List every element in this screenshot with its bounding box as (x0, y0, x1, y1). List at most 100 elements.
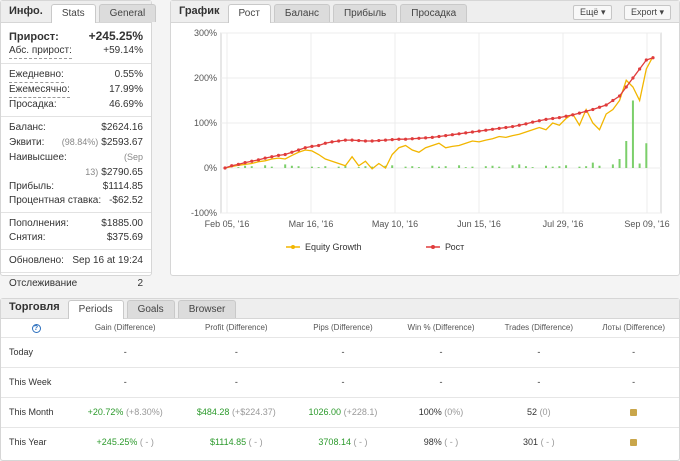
data-point (564, 114, 568, 118)
col-trades: Trades (Difference) (504, 323, 574, 333)
data-point (430, 135, 434, 139)
trades-value: 301 (523, 437, 539, 448)
tab-drawdown[interactable]: Просадка (400, 4, 468, 22)
cell-win: 100% (0%) (392, 396, 490, 427)
volume-bar (645, 143, 648, 168)
divider (1, 249, 151, 250)
volume-bar (237, 167, 240, 168)
win-diff: ( - ) (441, 437, 459, 448)
data-point (410, 137, 414, 141)
col-lots: Лоты (Difference) (602, 323, 666, 333)
highest-row: Наивысшее: (Sep 13) $2790.65 (1, 150, 151, 180)
cell-gain: - (71, 336, 180, 367)
y-tick-label: 300% (194, 28, 217, 38)
table-header-row: ? Gain (Difference) Profit (Difference) … (1, 319, 679, 337)
export-dropdown[interactable]: Export ▾ (624, 5, 672, 20)
tab-periods[interactable]: Periods (67, 300, 124, 319)
series-line-equity (224, 56, 654, 170)
data-point (303, 146, 307, 150)
tab-balance[interactable]: Баланс (273, 4, 330, 22)
x-tick-label: Jun 15, '16 (457, 219, 501, 229)
chart-tabbar: График Рост Баланс Прибыль Просадка (171, 1, 679, 23)
profit-diff: (+$224.37) (229, 407, 276, 417)
monthly-value: 17.99% (109, 84, 143, 95)
data-point (290, 150, 294, 154)
pips-value: - (341, 377, 345, 387)
volume-bar (484, 166, 487, 168)
cell-win: 98% ( - ) (392, 426, 490, 457)
tab-profit[interactable]: Прибыль (332, 4, 398, 22)
tab-browser[interactable]: Browser (177, 300, 237, 318)
data-point (624, 85, 628, 89)
data-point (510, 125, 515, 129)
deposits-row: Пополнения: $1885.00 (1, 217, 151, 231)
data-point (270, 155, 274, 159)
data-point (363, 139, 368, 143)
trading-panel: Торговля Periods Goals Browser ? Gain (D… (0, 298, 680, 461)
daily-label[interactable]: Ежедневно: (9, 68, 64, 83)
trades-diff: ( - ) (538, 437, 555, 448)
data-point (350, 138, 354, 142)
volume-bar (524, 166, 527, 168)
tab-general[interactable]: General (98, 4, 157, 22)
interest-row: Процентная ставка: -$62.52 (1, 194, 151, 208)
data-point (243, 161, 247, 165)
data-point (424, 136, 428, 140)
data-point (537, 119, 541, 123)
balance-value: $2624.16 (101, 122, 143, 133)
volume-bar (458, 165, 461, 168)
cell-gain: +20.72% (+8.30%) (71, 396, 180, 427)
gain-value: +20.72% (87, 407, 124, 417)
abs-gain-label[interactable]: Абс. прирост: (9, 44, 72, 59)
gain-value: - (123, 347, 127, 357)
volume-bar (270, 166, 273, 168)
tab-stats[interactable]: Stats (50, 4, 96, 23)
gain-diff: ( - ) (137, 437, 154, 448)
withdrawals-row: Снятия: $375.69 (1, 231, 151, 245)
data-point (230, 164, 234, 168)
cell-profit: - (179, 366, 294, 397)
pips-value: 3708.14 (318, 437, 351, 448)
volume-bar (511, 165, 514, 168)
pips-value: - (341, 347, 345, 357)
pips-diff: (+228.1) (341, 407, 378, 417)
data-point (557, 116, 561, 120)
help-icon[interactable]: ? (31, 323, 41, 333)
trading-title: Торговля (9, 301, 60, 313)
volume-bar (518, 164, 521, 168)
data-point (263, 156, 267, 160)
cell-profit: $1114.85 ( - ) (179, 426, 294, 457)
win-value: 98% (423, 437, 442, 448)
tab-goals[interactable]: Goals (126, 300, 175, 318)
info-panel: Инфо. Stats General Прирост: +245.25% Аб… (0, 0, 157, 289)
y-tick-label: 200% (194, 73, 217, 83)
highest-value: $2790.65 (101, 167, 143, 178)
volume-bar (565, 165, 568, 168)
info-title: Инфо. (9, 5, 43, 17)
profit-diff: ( - ) (246, 437, 263, 448)
volume-bar (431, 165, 434, 168)
profit-value: - (234, 347, 238, 357)
data-point (317, 143, 321, 148)
lock-icon[interactable] (630, 409, 638, 416)
y-tick-label: 100% (194, 118, 217, 128)
gain-value: +245.25% (96, 437, 138, 448)
lock-icon[interactable] (630, 439, 638, 447)
volume-bar (264, 165, 267, 168)
monthly-label[interactable]: Ежемесячно: (9, 83, 70, 98)
volume-bar (618, 159, 621, 168)
data-point (357, 138, 361, 143)
deposits-label: Пополнения: (9, 218, 69, 229)
info-tabbar: Инфо. Stats General (1, 1, 157, 23)
cell-pips: - (293, 366, 393, 397)
profit-label: Прибыль: (9, 181, 55, 192)
volume-bar (585, 166, 588, 168)
equity-row: Эквити: (98.84%) $2593.67 (1, 135, 151, 150)
table-row: This Year +245.25% ( - ) $1114.85 ( - ) 370… (1, 426, 679, 457)
cell-trades: 52 (0) (489, 396, 589, 427)
data-point (584, 109, 588, 113)
data-point (651, 56, 655, 60)
more-dropdown[interactable]: Ещё ▾ (573, 5, 613, 20)
data-point (256, 158, 261, 162)
tab-growth[interactable]: Рост (227, 4, 271, 23)
